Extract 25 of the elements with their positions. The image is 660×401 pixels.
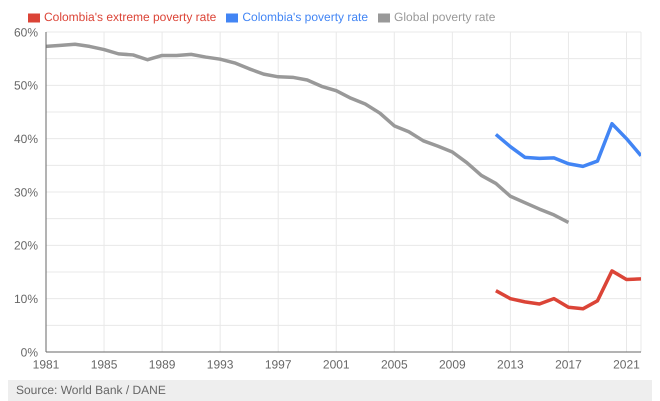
x-tick-label: 2013 [497, 358, 524, 372]
y-tick-label: 30% [14, 185, 38, 200]
line-series [46, 42, 570, 224]
y-tick-label: 10% [14, 292, 38, 306]
y-tick-label: 60% [14, 25, 38, 40]
line-series [494, 269, 641, 311]
source-note: Source: World Bank / DANE [8, 380, 652, 401]
x-tick-label: 1993 [206, 358, 234, 372]
x-tick-label: 1997 [264, 358, 292, 372]
x-tick-label: 2021 [613, 358, 640, 372]
y-tick-label: 50% [14, 78, 38, 93]
x-tick-label: 1985 [90, 358, 118, 372]
line-series [494, 122, 641, 168]
legend-label: Colombia's extreme poverty rate [44, 10, 216, 24]
legend-label: Global poverty rate [394, 10, 496, 24]
y-tick-label: 0% [20, 345, 38, 360]
x-tick-label: 2001 [322, 358, 350, 372]
x-tick-label: 2005 [380, 358, 408, 372]
x-tick-label: 2009 [438, 358, 466, 372]
legend-label: Colombia's poverty rate [242, 10, 368, 24]
y-tick-label: 40% [14, 132, 38, 146]
x-tick-label: 2017 [555, 358, 582, 372]
y-tick-label: 20% [14, 238, 38, 253]
x-tick-label: 1989 [148, 358, 176, 372]
x-tick-label: 1981 [32, 358, 60, 372]
